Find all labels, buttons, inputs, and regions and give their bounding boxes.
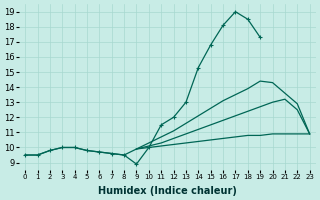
- X-axis label: Humidex (Indice chaleur): Humidex (Indice chaleur): [98, 186, 237, 196]
